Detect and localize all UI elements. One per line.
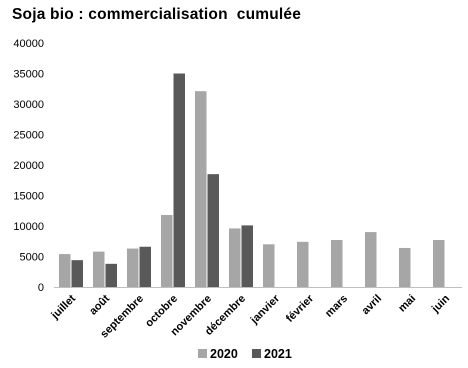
bar-2021-août (105, 263, 117, 287)
bar-2020-janvier (263, 244, 275, 287)
legend-label-2021: 2021 (264, 347, 292, 361)
x-tick-label: août (87, 292, 112, 317)
y-tick-label: 40000 (13, 38, 44, 50)
x-tick-label: juin (429, 292, 452, 315)
x-tick-label: mars (323, 293, 350, 320)
bar-2021-octobre (173, 73, 185, 287)
legend-swatch-2020 (198, 349, 207, 358)
bar-2020-août (93, 251, 105, 287)
x-tick-label: janvier (248, 292, 283, 327)
bar-2020-décembre (229, 228, 241, 287)
bar-2020-octobre (161, 215, 173, 287)
bar-2020-mai (399, 247, 411, 287)
y-tick-label: 25000 (13, 130, 44, 142)
bar-2020-juillet (59, 254, 71, 287)
y-tick-label: 10000 (13, 221, 44, 233)
legend-swatch-2021 (252, 349, 261, 358)
x-tick-label: juillet (49, 292, 79, 322)
y-tick-label: 35000 (13, 69, 44, 81)
legend-label-2020: 2020 (210, 347, 238, 361)
bar-2021-décembre (241, 225, 253, 287)
y-tick-label: 5000 (20, 252, 44, 264)
x-tick-label: mai (396, 293, 418, 315)
bar-2021-novembre (207, 174, 219, 287)
y-tick-label: 0 (38, 282, 44, 294)
bar-2020-septembre (127, 248, 139, 287)
chart-title: Soja bio : commercialisation cumulée (12, 6, 302, 23)
bar-2020-mars (331, 240, 343, 287)
y-tick-label: 30000 (13, 99, 44, 111)
x-tick-label: avril (360, 293, 384, 317)
bar-2020-avril (365, 232, 377, 287)
bar-2021-septembre (139, 246, 151, 287)
bar-2021-juillet (71, 260, 83, 287)
bar-2020-juin (433, 240, 445, 287)
y-tick-label: 15000 (13, 191, 44, 203)
x-tick-label: février (284, 292, 317, 325)
y-tick-label: 20000 (13, 160, 44, 172)
bar-2020-novembre (195, 91, 207, 287)
bar-2020-février (297, 241, 309, 287)
